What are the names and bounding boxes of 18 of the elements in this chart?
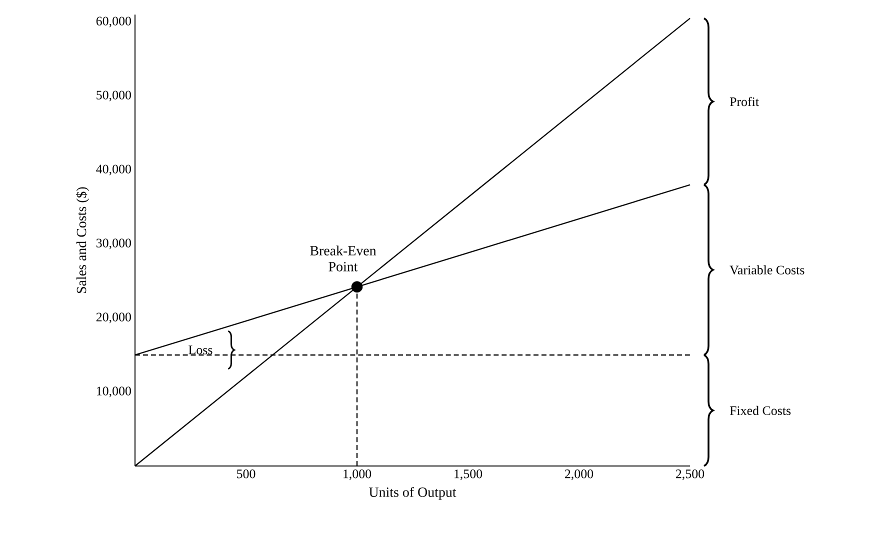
x-tick-label: 2,000	[565, 470, 594, 480]
x-tick-label: 500	[237, 470, 256, 478]
annotation: Break-Even Point	[310, 246, 376, 272]
x-tick-label: 1,000	[344, 470, 372, 480]
text: Fixed Costs	[730, 406, 791, 416]
y-tick-label: 20,000	[96, 312, 131, 324]
y-tick-label: 30,000	[96, 238, 131, 250]
x-axis-title: Units of Output	[369, 486, 456, 500]
annotation: Loss	[188, 346, 212, 354]
y-tick-label: 40,000	[96, 164, 131, 176]
x-tick-label: 2,500	[676, 470, 704, 480]
y-tick-label: 60,000	[96, 16, 131, 28]
y-tick-label: 10,000	[97, 386, 131, 398]
text: Variable Costs	[730, 265, 804, 274]
x-tick-label: 1,500	[454, 470, 482, 480]
text: Profit	[730, 96, 759, 106]
y-axis-title: Sales and Costs ($)	[76, 187, 90, 294]
y-tick-label: 50,000	[96, 90, 131, 102]
